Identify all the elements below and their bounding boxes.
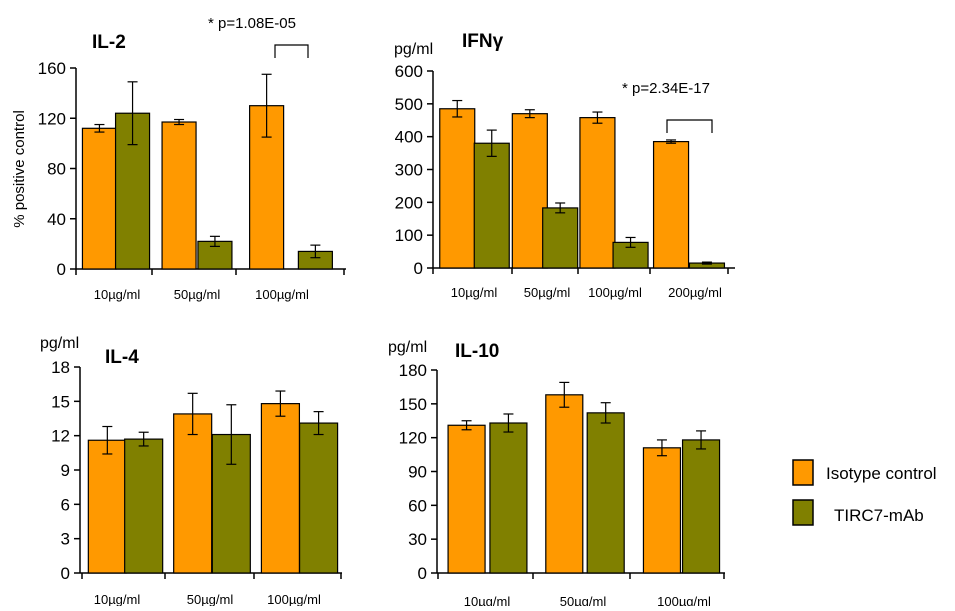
category-label: 200µg/ml [668, 285, 722, 300]
category-label: 100µg/ml [588, 285, 642, 300]
category-label: 50µg/ml [174, 287, 221, 302]
bar [298, 422, 339, 574]
y-tick-label: 9 [61, 461, 70, 480]
bar [511, 113, 548, 269]
y-tick-label: 12 [51, 427, 70, 446]
y-tick-label: 80 [47, 160, 66, 179]
category-label: 10µg/ml [451, 285, 498, 300]
category-label: 10µg/ml [94, 592, 141, 606]
category-label: 10µg/ml [464, 594, 511, 606]
y-unit-label: pg/ml [388, 339, 427, 356]
bar [586, 412, 625, 574]
y-tick-label: 120 [38, 109, 66, 128]
bar [681, 439, 721, 574]
y-tick-label: 200 [395, 193, 423, 212]
bar [473, 142, 510, 269]
category-label: 100µg/ml [255, 287, 309, 302]
bar [161, 121, 197, 270]
y-tick-label: 90 [408, 463, 427, 482]
y-tick-label: 40 [47, 210, 66, 229]
category-label: 50µg/ml [560, 594, 607, 606]
y-tick-label: 160 [38, 59, 66, 78]
y-tick-label: 3 [61, 530, 70, 549]
legend-label-isotype: Isotype control [826, 464, 937, 483]
bar [579, 117, 616, 269]
bar [81, 127, 118, 270]
y-tick-label: 100 [395, 226, 423, 245]
bar [124, 438, 164, 574]
category-label: 50µg/ml [524, 285, 571, 300]
y-tick-label: 18 [51, 358, 70, 377]
bar [652, 140, 690, 269]
significance-bracket [666, 119, 713, 133]
y-tick-label: 500 [395, 95, 423, 114]
category-label: 100µg/ml [657, 594, 711, 606]
y-tick-label: 600 [395, 62, 423, 81]
y-tick-label: 400 [395, 128, 423, 147]
y-tick-label: 6 [61, 495, 70, 514]
bar [87, 439, 127, 574]
y-unit-label: pg/ml [394, 41, 433, 58]
legend-swatch-isotype [792, 459, 814, 486]
bar [439, 108, 476, 269]
y-tick-label: 60 [408, 496, 427, 515]
bar [447, 424, 486, 574]
y-tick-label: 30 [408, 530, 427, 549]
bar [489, 422, 528, 574]
bar [173, 413, 213, 574]
y-tick-label: 0 [418, 564, 427, 583]
category-label: 100µg/ml [267, 592, 321, 606]
y-tick-label: 0 [61, 564, 70, 583]
chart-title: IL-10 [455, 341, 499, 362]
legend: Isotype control TIRC7-mAb [792, 459, 937, 526]
panel-3: 0 3 6 9 12 15 18 10µg/ml 50µg/ml 100µg/ml IL-4 pg/m… [40, 335, 342, 607]
legend-label-tirc7: TIRC7-mAb [834, 506, 924, 525]
panel-2: 0 100 200 300 400 500 600 10µg/ml 50µg/ml 100µg/m… [394, 31, 735, 300]
y-axis-label: % positive control [11, 110, 28, 228]
significance-label: * p=2.34E-17 [622, 80, 710, 97]
chart-title: IL-4 [105, 347, 139, 368]
y-tick-label: 150 [399, 395, 427, 414]
y-tick-label: 300 [395, 161, 423, 180]
y-tick-label: 180 [399, 361, 427, 380]
y-unit-label: pg/ml [40, 335, 79, 352]
bar [545, 394, 584, 574]
significance-bracket [274, 44, 309, 58]
chart-title: IL-2 [92, 32, 126, 53]
y-tick-label: 120 [399, 429, 427, 448]
panel-1: 0 40 80 120 160 10µg/ml 50µg/ml 100µg/ml IL-2 % p… [11, 15, 346, 302]
y-tick-label: 15 [51, 392, 70, 411]
bar [260, 403, 301, 574]
legend-swatch-tirc7 [792, 499, 814, 526]
category-label: 50µg/ml [187, 592, 234, 606]
y-tick-label: 0 [57, 260, 66, 279]
category-label: 10µg/ml [94, 287, 141, 302]
significance-label: * p=1.08E-05 [208, 15, 296, 32]
chart-title: IFNγ [462, 31, 504, 52]
y-tick-label: 0 [414, 259, 423, 278]
bar [542, 207, 579, 269]
bar [642, 447, 682, 574]
panel-4: 0 30 60 90 120 150 180 10µg/ml 50µg/ml 100µg/ml IL… [388, 339, 725, 609]
